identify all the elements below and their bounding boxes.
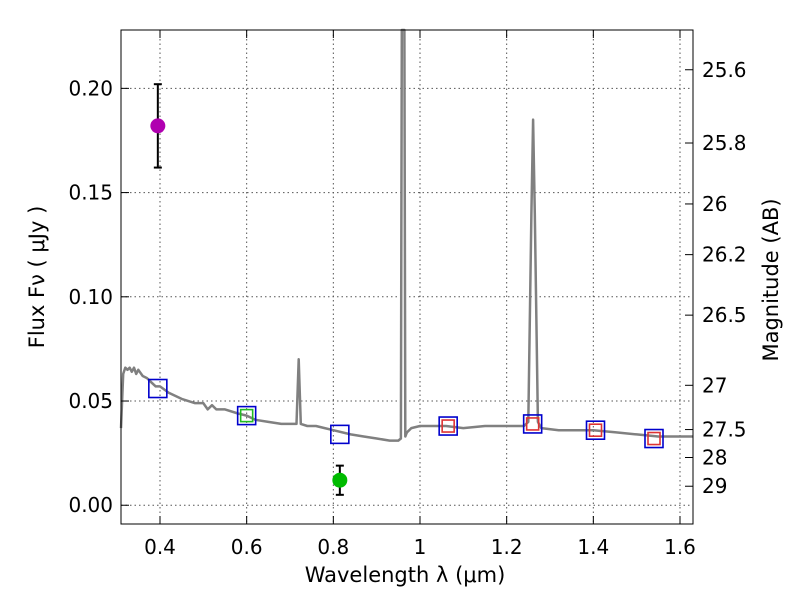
y2-tick-label: 27	[702, 373, 727, 397]
photometry-box	[644, 428, 664, 449]
photometry-box	[239, 408, 254, 423]
x-tick-label: 1.2	[491, 535, 523, 559]
x-tick-label: 1	[414, 535, 427, 559]
y-tick-label: 0.15	[68, 181, 113, 205]
data-point	[332, 472, 348, 488]
x-tick-label: 0.4	[144, 535, 176, 559]
y2-tick-label: 28	[702, 445, 727, 469]
data-point	[150, 118, 166, 134]
photometry-box	[522, 414, 543, 434]
y2-tick-label: 26	[702, 192, 727, 216]
y2-tick-label: 29	[702, 474, 727, 498]
y-tick-label: 0.20	[68, 76, 113, 100]
y2-tick-label: 26.5	[702, 303, 747, 327]
axis-ticks: 0.4 0.6 0.8 1 1.2 1.4 1.6 0.00 0.05 0.10 0.15 0.20 2…	[68, 30, 747, 559]
photometry-box	[647, 431, 661, 446]
photometry-box	[588, 423, 603, 438]
y-axis-label: Flux Fν ( μJy )	[25, 206, 49, 349]
y2-tick-label: 27.5	[702, 418, 747, 442]
plot-frame	[120, 29, 694, 525]
photometry-points	[148, 83, 664, 496]
photometry-box	[330, 424, 350, 445]
x-tick-label: 0.6	[231, 535, 263, 559]
photometry-box	[585, 420, 606, 441]
x-axis-label: Wavelength λ (μm)	[305, 563, 506, 587]
y-tick-label: 0.00	[68, 493, 113, 517]
spectrum-line	[119, 28, 693, 442]
x-tick-label: 1.6	[664, 535, 696, 559]
photometry-box	[148, 378, 168, 399]
photometry-box	[441, 419, 455, 433]
y2-tick-label: 26.2	[702, 243, 747, 267]
y-tick-label: 0.10	[68, 285, 113, 309]
photometry-box	[438, 416, 458, 436]
y2-tick-label: 25.8	[702, 131, 747, 155]
photometry-box	[236, 405, 257, 426]
y-tick-label: 0.05	[68, 389, 113, 413]
photometry-box	[525, 417, 540, 431]
x-tick-label: 0.8	[317, 535, 349, 559]
y2-axis-label: Magnitude (AB)	[759, 198, 783, 361]
x-tick-label: 1.4	[577, 535, 609, 559]
y2-tick-label: 25.6	[702, 58, 747, 82]
spectrum-layer	[119, 28, 693, 442]
grid	[121, 30, 693, 524]
